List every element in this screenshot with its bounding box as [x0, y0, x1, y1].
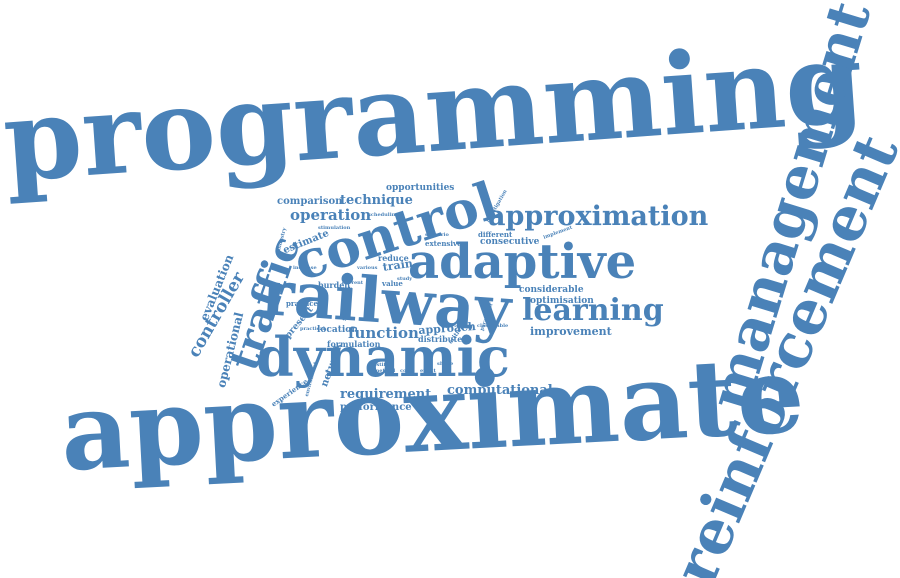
word-shape: shape	[437, 361, 454, 367]
word-extensive: extensive	[425, 239, 462, 248]
word-practice: practice	[286, 299, 318, 308]
word-current: current	[342, 280, 364, 286]
word-scenario: scenario	[425, 232, 449, 238]
word-increase: increase	[293, 265, 317, 271]
word-opportunities: opportunities	[386, 183, 455, 193]
word-various: various	[357, 265, 378, 271]
word-location: location	[317, 325, 358, 335]
word-scheduling: scheduling	[368, 212, 399, 218]
word-adaptive: adaptive	[408, 234, 637, 290]
word-consecutive: consecutive	[480, 237, 540, 247]
word-optimisation: optimisation	[530, 296, 594, 306]
word-distributed: distributed	[418, 334, 468, 344]
word-improvement: improvement	[530, 325, 612, 338]
word-classifiable: classifiable	[477, 323, 509, 329]
word-programming: programming	[0, 16, 868, 208]
word-performance: performance	[340, 402, 412, 413]
word-requirement: requirement	[340, 387, 432, 402]
word-different: different	[478, 230, 513, 239]
word-justify: justify	[371, 362, 389, 368]
word-reduce: reduce	[378, 253, 409, 263]
word-computational: computational	[447, 383, 553, 398]
word-operation: operation	[290, 206, 372, 224]
word-formulation: formulation	[327, 339, 381, 349]
word-technique: technique	[340, 193, 413, 208]
word-dynamic: dynamic	[256, 325, 510, 389]
word-comparison: comparison	[277, 196, 343, 207]
word-stimulation: stimulation	[318, 225, 351, 231]
word-considerable: considerable	[519, 285, 584, 295]
word-effect: effect	[420, 368, 436, 374]
word-function: function	[348, 324, 419, 342]
word-approximation: approximation	[488, 201, 709, 232]
word-practical: practical	[300, 326, 325, 332]
word-learning: learning	[522, 293, 664, 328]
word-method: method	[374, 368, 396, 374]
word-value: value	[382, 279, 403, 288]
word-study: study	[397, 276, 413, 282]
word-burden: burden	[318, 280, 351, 290]
word-cost: cost	[400, 368, 412, 374]
